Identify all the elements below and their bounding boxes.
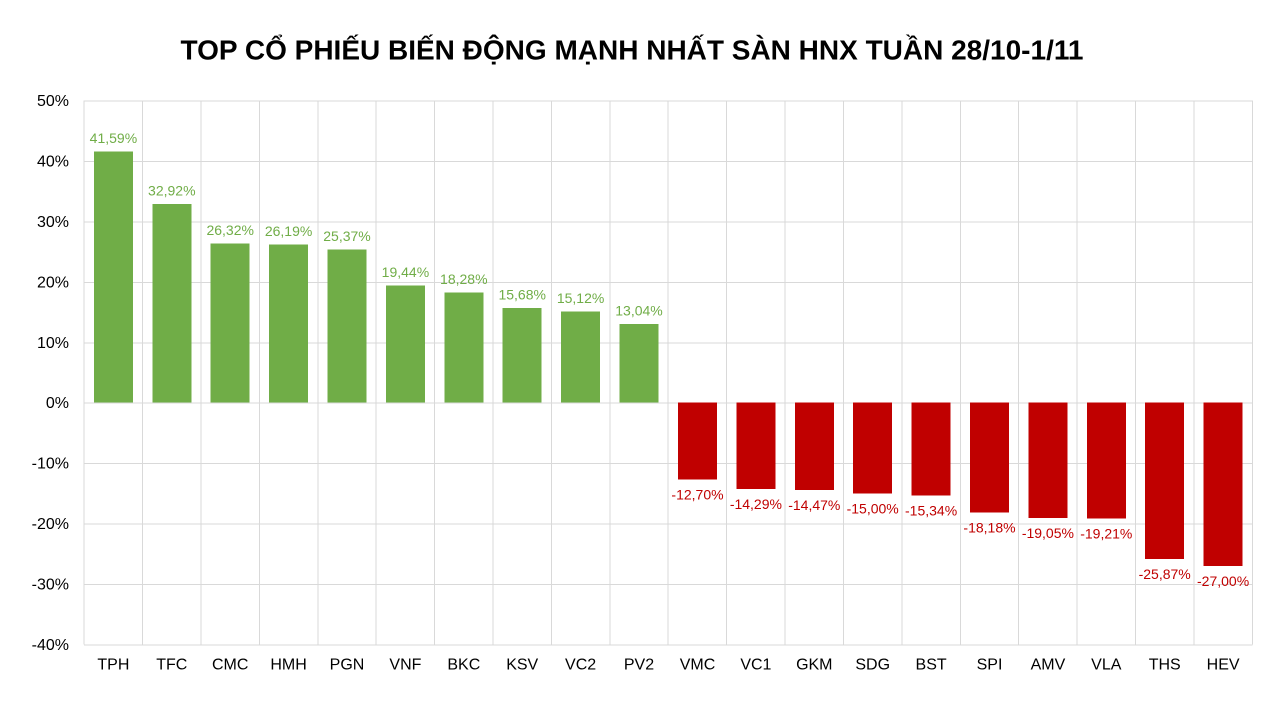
svg-text:30%: 30%	[37, 214, 69, 231]
svg-text:TPH: TPH	[97, 656, 129, 673]
svg-text:-15,00%: -15,00%	[847, 500, 899, 516]
svg-text:GKM: GKM	[796, 656, 832, 673]
svg-text:VC2: VC2	[565, 656, 596, 673]
svg-text:19,44%: 19,44%	[382, 264, 429, 280]
svg-text:VLA: VLA	[1091, 656, 1122, 673]
svg-text:15,68%: 15,68%	[498, 287, 545, 303]
svg-text:AMV: AMV	[1031, 656, 1066, 673]
svg-text:41,59%: 41,59%	[90, 130, 137, 146]
svg-text:13,04%: 13,04%	[615, 302, 662, 318]
svg-text:PV2: PV2	[624, 656, 654, 673]
svg-text:SDG: SDG	[855, 656, 890, 673]
svg-text:-40%: -40%	[32, 637, 69, 654]
svg-text:25,37%: 25,37%	[323, 228, 370, 244]
svg-text:PGN: PGN	[330, 656, 365, 673]
svg-text:-19,05%: -19,05%	[1022, 525, 1074, 541]
svg-text:18,28%: 18,28%	[440, 271, 487, 287]
svg-text:HEV: HEV	[1207, 656, 1240, 673]
svg-text:HMH: HMH	[270, 656, 306, 673]
svg-text:VC1: VC1	[740, 656, 771, 673]
svg-text:-14,47%: -14,47%	[788, 497, 840, 513]
svg-text:15,12%: 15,12%	[557, 290, 604, 306]
svg-text:26,32%: 26,32%	[206, 222, 253, 238]
svg-text:0%: 0%	[46, 395, 69, 412]
svg-text:-27,00%: -27,00%	[1197, 573, 1249, 589]
svg-text:TOP CỔ PHIẾU BIẾN ĐỘNG MẠNH NH: TOP CỔ PHIẾU BIẾN ĐỘNG MẠNH NHẤT SÀN HNX…	[181, 34, 1084, 66]
svg-text:32,92%: 32,92%	[148, 182, 195, 198]
svg-text:BKC: BKC	[447, 656, 480, 673]
svg-text:SPI: SPI	[977, 656, 1003, 673]
svg-text:50%: 50%	[37, 93, 69, 110]
svg-text:-25,87%: -25,87%	[1139, 566, 1191, 582]
svg-text:-19,21%: -19,21%	[1080, 526, 1132, 542]
svg-text:10%: 10%	[37, 335, 69, 352]
svg-text:-30%: -30%	[32, 576, 69, 593]
svg-text:-12,70%: -12,70%	[671, 486, 723, 502]
svg-text:-20%: -20%	[32, 516, 69, 533]
svg-text:40%: 40%	[37, 154, 69, 171]
svg-text:CMC: CMC	[212, 656, 248, 673]
svg-text:20%: 20%	[37, 274, 69, 291]
svg-text:-15,34%: -15,34%	[905, 502, 957, 518]
svg-text:TFC: TFC	[156, 656, 187, 673]
svg-text:BST: BST	[916, 656, 947, 673]
svg-text:KSV: KSV	[506, 656, 538, 673]
svg-text:26,19%: 26,19%	[265, 223, 312, 239]
svg-text:-10%: -10%	[32, 456, 69, 473]
svg-text:THS: THS	[1149, 656, 1181, 673]
svg-text:VMC: VMC	[680, 656, 716, 673]
svg-text:VNF: VNF	[389, 656, 421, 673]
svg-text:-14,29%: -14,29%	[730, 496, 782, 512]
svg-text:-18,18%: -18,18%	[963, 520, 1015, 536]
